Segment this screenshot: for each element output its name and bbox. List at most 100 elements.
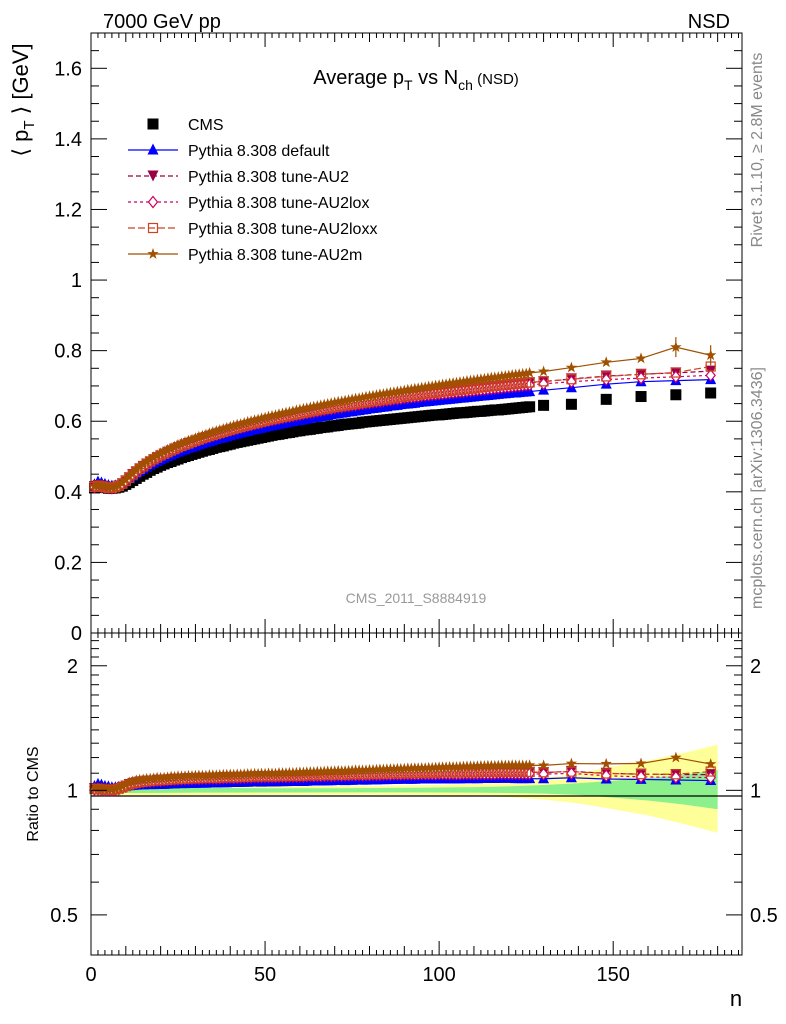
ratio-tick-label: 0.5 [50, 905, 78, 927]
series-5-point [148, 451, 160, 463]
series-5-point [127, 466, 139, 478]
series-3-point [600, 373, 612, 387]
series-5-point [450, 376, 463, 388]
title-sub-b: ch [458, 77, 473, 93]
series-5-point [106, 481, 118, 493]
legend-item: Pythia 8.308 default [128, 143, 330, 160]
series-4-point [430, 387, 441, 398]
title-sub-a: T [404, 77, 413, 93]
legend-label: Pythia 8.308 tune-AU2m [188, 247, 362, 264]
series-5-point [377, 388, 390, 399]
series-5-point [329, 396, 341, 408]
series-5-point [242, 415, 254, 427]
series-5-point [315, 399, 327, 411]
series-5-point [433, 379, 445, 391]
series-5-point [168, 440, 181, 452]
series-5-point [259, 411, 271, 423]
series-5-point [419, 381, 431, 393]
series-5-point [113, 479, 125, 490]
series-5-point [478, 372, 491, 384]
series-4-point [468, 383, 480, 394]
ratio-3-point [670, 770, 682, 784]
series-5-point [287, 405, 299, 417]
series-5-point [523, 366, 536, 378]
series-5-point [388, 386, 400, 398]
series-5-point [440, 378, 452, 389]
ratio-5-point [269, 767, 282, 779]
series-3-point [566, 375, 577, 389]
series-5-point [318, 398, 330, 410]
legend-label: Pythia 8.308 tune-AU2lox [188, 195, 369, 212]
series-5-point [301, 402, 313, 413]
y-tick-label: 1.4 [54, 129, 82, 151]
series-4-point [566, 374, 577, 385]
y-tick-label: 1.2 [54, 199, 82, 221]
series-5-point [457, 375, 470, 387]
series-5-point [137, 458, 149, 470]
y-tick-label: 0.2 [54, 552, 82, 574]
rivet-label: Rivet 3.1.10, ≥ 2.8M events [749, 53, 766, 248]
series-5-point [228, 419, 240, 431]
series-5-point [269, 409, 282, 421]
y-axis-label: ⟨ pT ⟩ [GeV] [8, 43, 38, 156]
series-5-point [600, 356, 612, 368]
ratio-5-point [670, 751, 682, 763]
ratio-5-point [635, 757, 647, 769]
series-5-point [339, 394, 351, 406]
ratio-4-point [601, 768, 612, 779]
series-4-point [524, 377, 535, 388]
series-5-point [109, 480, 122, 492]
ratio-tick-label-right: 1 [750, 780, 761, 802]
series-5-point [224, 420, 236, 432]
ratio-5-point [600, 757, 612, 769]
ratio-5-point [109, 783, 122, 794]
ratio-tick-label-right: 2 [750, 656, 761, 678]
series-5-point [123, 469, 135, 481]
series-5-point [367, 389, 379, 401]
series-5-point [262, 410, 275, 422]
series-5-point [235, 418, 247, 429]
legend-marker [147, 143, 159, 155]
series-5-point [412, 382, 424, 394]
series-5-point [266, 409, 278, 421]
legend-item: CMS [147, 117, 224, 134]
series-5-point [193, 430, 205, 442]
series-5-point [322, 397, 334, 409]
ratio-band-inner [91, 769, 718, 810]
series-4-point [538, 376, 549, 387]
series-5-point [245, 415, 257, 427]
series-5-point [537, 365, 550, 377]
mcplots-label: mcplots.cern.ch [arXiv:1306.3436] [749, 367, 766, 609]
ratio-4-point [705, 766, 716, 777]
series-5-point [130, 463, 142, 475]
x-tick-label: 50 [254, 964, 276, 986]
series-5-point [297, 402, 310, 414]
ratio-5-point [565, 757, 578, 769]
series-4-point [601, 371, 612, 382]
series-5-point [304, 401, 316, 413]
series-5-point [179, 436, 191, 447]
ylabel-pre: ⟨ p [8, 130, 33, 157]
ratio-5-point [106, 783, 118, 795]
series-5-point [492, 371, 504, 382]
ratio-uncertainty-bands [91, 744, 718, 833]
legend-marker [147, 118, 159, 130]
series-5-point [353, 392, 365, 404]
legend-item: Pythia 8.308 tune-AU2m [128, 247, 362, 264]
ratio-5-point [113, 781, 125, 793]
series-5-point [214, 424, 226, 435]
plot-title: Average pT vs Nch (NSD) [313, 67, 519, 93]
process-label: NSD [688, 11, 730, 33]
series-5-point [88, 480, 101, 491]
ratio-series [88, 751, 717, 797]
series-5-point [503, 369, 515, 381]
series-5-point [141, 455, 153, 467]
series-5-point [200, 428, 212, 440]
cms-point [565, 398, 577, 410]
series-5-point [356, 391, 369, 403]
legend-item: Pythia 8.308 tune-AU2 [128, 169, 349, 186]
series-5-point [217, 423, 229, 434]
legend: CMS Pythia 8.308 default Pythia 8.308 tune… [128, 117, 377, 264]
series-5-point [398, 384, 410, 396]
x-tick-label: 150 [597, 964, 630, 986]
